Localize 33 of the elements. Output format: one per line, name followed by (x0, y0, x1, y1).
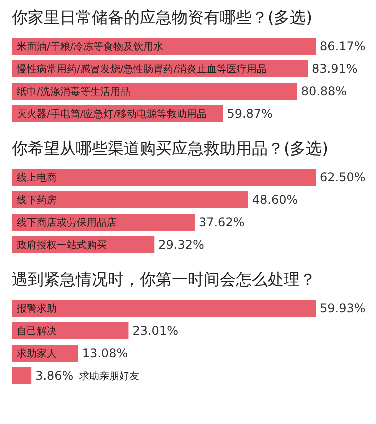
bar (12, 83, 298, 100)
data-label: 23.01% (132, 324, 178, 338)
y-tick-label: 求助家人 (17, 348, 57, 360)
bar (12, 368, 32, 384)
y-tick-label: 求助亲朋好友 (80, 370, 140, 382)
data-label: 37.62% (198, 216, 245, 230)
data-label: 80.88% (301, 84, 348, 99)
bar (12, 322, 129, 340)
data-label: 59.87% (227, 107, 273, 122)
bar (12, 300, 316, 317)
bar (12, 192, 248, 208)
y-tick-label: 米面油/干粮/冷冻等食物及饮用水 (17, 41, 164, 53)
data-label: 59.93% (320, 302, 366, 316)
y-tick-label: 灭火器/手电筒/应急灯/移动电源等救助用品 (17, 108, 208, 120)
data-label: 3.86% (36, 369, 74, 384)
bar (12, 169, 316, 186)
chart-title: 你希望从哪些渠道购买应急救助用品？(多选) (12, 139, 330, 160)
y-tick-label: 线下商店或劳保用品店 (17, 217, 117, 229)
data-label: 83.91% (312, 62, 358, 76)
data-label: 62.50% (320, 170, 366, 185)
data-label: 48.60% (252, 193, 298, 208)
y-tick-label: 慢性病常用药/感冒发烧/急性肠胃药/消炎止血等医疗用品 (16, 64, 268, 76)
y-tick-label: 政府授权一站式购买 (17, 240, 107, 252)
data-label: 86.17% (320, 40, 366, 54)
chart-title: 遇到紧急情况时，你第一时间会怎么处理？ (12, 270, 317, 291)
chart-title: 你家里日常储备的应急物资有哪些？(多选) (12, 8, 314, 29)
y-tick-label: 线上电商 (17, 172, 57, 184)
y-tick-label: 自己解决 (17, 326, 57, 338)
y-tick-label: 报警求助 (16, 303, 57, 315)
y-tick-label: 线下药房 (17, 194, 57, 206)
y-tick-label: 纸巾/洗涤消毒等生活用品 (17, 86, 130, 98)
data-label: 29.32% (158, 238, 204, 252)
data-label: 13.08% (82, 346, 128, 361)
